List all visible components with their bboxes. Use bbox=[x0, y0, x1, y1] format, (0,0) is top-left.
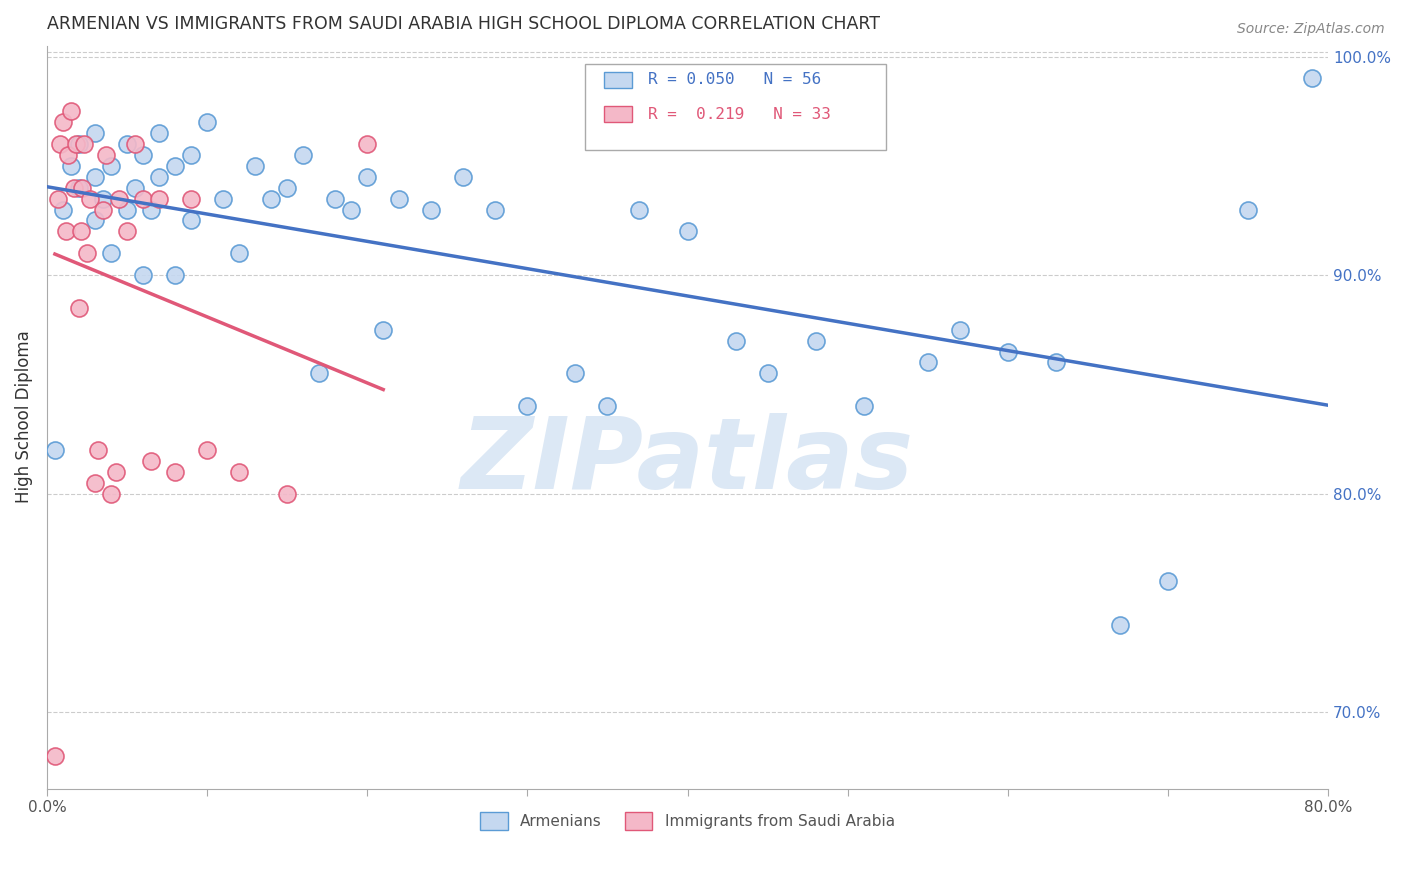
Point bbox=[1109, 617, 1132, 632]
Point bbox=[1045, 355, 1067, 369]
Point bbox=[100, 246, 122, 260]
Point bbox=[139, 454, 162, 468]
Point bbox=[46, 192, 69, 206]
Point bbox=[676, 224, 699, 238]
Point bbox=[212, 192, 235, 206]
Point bbox=[628, 202, 651, 217]
Point bbox=[115, 224, 138, 238]
Point bbox=[124, 136, 146, 151]
Bar bbox=[605, 71, 633, 88]
Point bbox=[79, 192, 101, 206]
Point bbox=[84, 475, 107, 490]
Point bbox=[55, 224, 77, 238]
Point bbox=[323, 192, 346, 206]
Point bbox=[756, 367, 779, 381]
Point bbox=[163, 159, 186, 173]
Point bbox=[180, 213, 202, 227]
Point bbox=[52, 115, 75, 129]
Point bbox=[852, 399, 875, 413]
Point bbox=[132, 148, 155, 162]
Point bbox=[724, 334, 747, 348]
Point bbox=[949, 323, 972, 337]
Point bbox=[44, 442, 66, 457]
Point bbox=[180, 148, 202, 162]
Point bbox=[65, 136, 87, 151]
Text: ARMENIAN VS IMMIGRANTS FROM SAUDI ARABIA HIGH SCHOOL DIPLOMA CORRELATION CHART: ARMENIAN VS IMMIGRANTS FROM SAUDI ARABIA… bbox=[46, 15, 880, 33]
Point bbox=[94, 148, 117, 162]
Point bbox=[91, 202, 114, 217]
Point bbox=[91, 192, 114, 206]
FancyBboxPatch shape bbox=[585, 64, 886, 150]
Point bbox=[87, 442, 110, 457]
Point bbox=[148, 126, 170, 140]
Point bbox=[76, 246, 98, 260]
Point bbox=[596, 399, 619, 413]
Text: R = 0.050   N = 56: R = 0.050 N = 56 bbox=[648, 72, 821, 87]
Text: R =  0.219   N = 33: R = 0.219 N = 33 bbox=[648, 106, 831, 121]
Point bbox=[84, 169, 107, 184]
Point bbox=[84, 213, 107, 227]
Bar bbox=[605, 106, 633, 122]
Point bbox=[917, 355, 939, 369]
Point bbox=[453, 169, 475, 184]
Point bbox=[67, 301, 90, 315]
Point bbox=[139, 202, 162, 217]
Point bbox=[228, 465, 250, 479]
Point bbox=[195, 442, 218, 457]
Point bbox=[243, 159, 266, 173]
Point bbox=[148, 169, 170, 184]
Legend: Armenians, Immigrants from Saudi Arabia: Armenians, Immigrants from Saudi Arabia bbox=[474, 805, 901, 837]
Point bbox=[997, 344, 1019, 359]
Point bbox=[292, 148, 315, 162]
Y-axis label: High School Diploma: High School Diploma bbox=[15, 331, 32, 503]
Point bbox=[48, 136, 70, 151]
Point bbox=[180, 192, 202, 206]
Point bbox=[340, 202, 363, 217]
Point bbox=[260, 192, 283, 206]
Point bbox=[104, 465, 127, 479]
Point bbox=[148, 192, 170, 206]
Point bbox=[115, 136, 138, 151]
Point bbox=[44, 748, 66, 763]
Point bbox=[420, 202, 443, 217]
Point bbox=[132, 268, 155, 282]
Point bbox=[70, 180, 93, 194]
Point bbox=[100, 159, 122, 173]
Point bbox=[108, 192, 131, 206]
Point bbox=[100, 486, 122, 500]
Point bbox=[69, 224, 91, 238]
Point bbox=[195, 115, 218, 129]
Point bbox=[484, 202, 506, 217]
Text: Source: ZipAtlas.com: Source: ZipAtlas.com bbox=[1237, 22, 1385, 37]
Point bbox=[228, 246, 250, 260]
Point bbox=[59, 159, 82, 173]
Point bbox=[373, 323, 395, 337]
Point bbox=[276, 486, 298, 500]
Point bbox=[163, 268, 186, 282]
Point bbox=[516, 399, 538, 413]
Point bbox=[356, 169, 378, 184]
Point bbox=[1157, 574, 1180, 588]
Point bbox=[73, 136, 96, 151]
Point bbox=[804, 334, 827, 348]
Point bbox=[52, 202, 75, 217]
Point bbox=[1237, 202, 1260, 217]
Point bbox=[132, 192, 155, 206]
Point bbox=[67, 180, 90, 194]
Point bbox=[388, 192, 411, 206]
Point bbox=[276, 180, 298, 194]
Point bbox=[115, 202, 138, 217]
Point bbox=[67, 136, 90, 151]
Point bbox=[356, 136, 378, 151]
Point bbox=[564, 367, 586, 381]
Point bbox=[84, 126, 107, 140]
Text: ZIPatlas: ZIPatlas bbox=[461, 413, 914, 510]
Point bbox=[124, 180, 146, 194]
Point bbox=[1301, 71, 1323, 86]
Point bbox=[63, 180, 86, 194]
Point bbox=[308, 367, 330, 381]
Point bbox=[163, 465, 186, 479]
Point bbox=[56, 148, 79, 162]
Point bbox=[59, 104, 82, 119]
